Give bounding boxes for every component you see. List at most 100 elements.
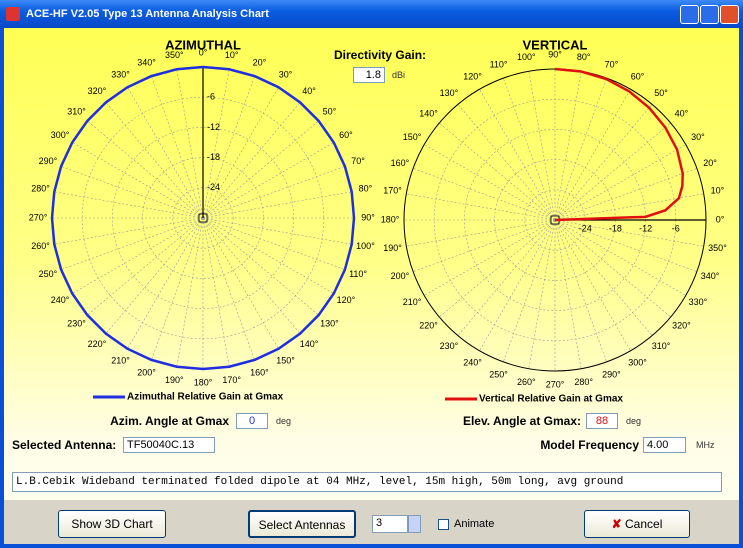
angle-label: 250° [489, 369, 508, 379]
grid-spoke [54, 217, 204, 245]
r-tick-label: -12 [207, 122, 220, 132]
angle-label: 150° [276, 355, 295, 365]
r-tick-label: -6 [672, 223, 680, 233]
spinner-arrows[interactable] [408, 515, 421, 533]
grid-spoke [176, 69, 204, 219]
angle-label: 170° [222, 375, 241, 385]
angle-label: 200° [391, 271, 410, 281]
grid-spoke [554, 219, 704, 247]
angle-label: 160° [391, 158, 410, 168]
angle-label: 50° [323, 106, 337, 116]
maximize-button[interactable] [700, 5, 719, 24]
grid-spoke [72, 142, 204, 219]
grid-spoke [503, 219, 556, 362]
grid-spoke [439, 122, 556, 221]
directivity-label: Directivity Gain: [334, 48, 427, 62]
angle-label: 180° [194, 377, 213, 387]
angle-label: 80° [577, 52, 591, 62]
animate-checkbox[interactable] [438, 519, 449, 530]
angle-label: 140° [419, 108, 438, 118]
elev-label: Elev. Angle at Gmax: [462, 414, 581, 428]
angle-label: 190° [383, 243, 402, 253]
angle-label: 250° [39, 269, 58, 279]
window-title: ACE-HF V2.05 Type 13 Antenna Analysis Ch… [26, 8, 269, 20]
angle-label: 180° [381, 214, 400, 224]
angle-label: 270° [29, 212, 48, 222]
angle-label: 120° [337, 295, 356, 305]
app-icon [6, 7, 20, 21]
grid-spoke [87, 120, 204, 219]
cancel-button[interactable]: ✘ Cancel [584, 510, 690, 538]
angle-label: 330° [111, 69, 130, 79]
grid-spoke [457, 219, 556, 336]
angle-label: 40° [675, 108, 689, 118]
select-antennas-button[interactable]: Select Antennas [248, 510, 356, 538]
grid-spoke [554, 219, 582, 369]
grid-spoke [554, 219, 671, 318]
antenna-label: Selected Antenna: [12, 438, 117, 452]
grid-spoke [202, 217, 301, 334]
grid-spoke [554, 219, 686, 296]
angle-label: 310° [67, 106, 86, 116]
grid-spoke [528, 71, 556, 221]
grid-spoke [554, 89, 631, 221]
angle-label: 170° [383, 186, 402, 196]
angle-label: 300° [628, 357, 647, 367]
angle-label: 300° [51, 130, 70, 140]
angle-label: 340° [701, 271, 720, 281]
description: L.B.Cebik Wideband terminated folded dip… [12, 472, 722, 492]
angle-label: 70° [351, 156, 365, 166]
angle-label: 210° [403, 297, 422, 307]
grid-spoke [554, 219, 607, 362]
grid-spoke [202, 217, 319, 316]
show-3d-button[interactable]: Show 3D Chart [58, 510, 166, 538]
legend-label: Azimuthal Relative Gain at Gmax [127, 392, 284, 403]
angle-label: 140° [300, 339, 319, 349]
angle-label: 280° [31, 184, 50, 194]
grid-spoke [202, 217, 255, 360]
angle-label: 40° [302, 86, 316, 96]
minimize-button[interactable] [680, 5, 699, 24]
angle-label: 30° [279, 69, 293, 79]
grid-spoke [202, 76, 255, 219]
angle-label: 260° [517, 377, 536, 387]
elev-value: 88 [586, 413, 618, 429]
grid-spoke [503, 78, 556, 221]
grid-spoke [479, 89, 556, 221]
freq-value: 4.00 [643, 437, 686, 453]
grid-spoke [151, 76, 204, 219]
client-area: AZIMUTHAL 0° 10° 20° 30° 40° 50° 60° 70° 80° 90° 10… [4, 28, 739, 544]
grid-spoke [176, 217, 204, 367]
grid-ring [172, 187, 234, 249]
angle-label: 30° [691, 132, 705, 142]
freq-label: Model Frequency [540, 438, 639, 452]
angle-label: 90° [361, 212, 375, 222]
angle-label: 280° [574, 377, 593, 387]
grid-spoke [202, 217, 279, 349]
angle-label: 0° [199, 47, 208, 57]
title-bar: ACE-HF V2.05 Type 13 Antenna Analysis Ch… [0, 0, 743, 28]
close-button[interactable] [720, 5, 739, 24]
grid-spoke [202, 120, 319, 219]
grid-spoke [54, 191, 204, 219]
grid-spoke [554, 219, 631, 351]
angle-label: 0° [716, 214, 725, 224]
angle-label: 130° [440, 88, 459, 98]
angle-label: 330° [689, 297, 708, 307]
grid-spoke [479, 219, 556, 351]
gain-curve [554, 67, 684, 222]
grid-spoke [406, 193, 556, 221]
grid-spoke [424, 219, 556, 296]
r-tick-label: -18 [609, 223, 622, 233]
cancel-label: Cancel [625, 517, 663, 531]
directivity-unit: dBi [392, 70, 406, 80]
chart-title: VERTICAL [523, 37, 588, 52]
angle-label: 70° [605, 59, 619, 69]
spinner-value[interactable]: 3 [372, 515, 408, 533]
angle-label: 120° [463, 71, 482, 81]
grid-spoke [554, 104, 653, 221]
directivity-value: 1.8 [353, 67, 385, 83]
grid-spoke [202, 217, 352, 245]
angle-label: 260° [31, 241, 50, 251]
r-tick-label: -18 [207, 152, 220, 162]
